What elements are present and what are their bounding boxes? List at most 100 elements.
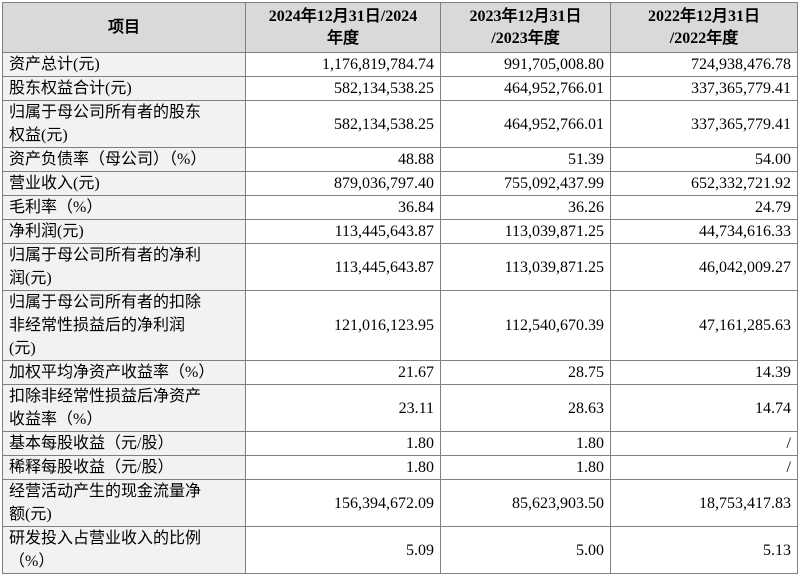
label-text: (元) [9, 340, 36, 357]
value-cell: 112,540,670.39 [440, 290, 611, 361]
label-text: 净利润(元) [9, 223, 84, 240]
row-label: 扣除非经常性损益后净资产 收益率（%） [2, 384, 246, 432]
value-cell: 24.79 [610, 195, 798, 220]
label-text: 归属于母公司所有者的扣除 [9, 294, 202, 311]
value-cell: 48.88 [245, 147, 441, 172]
header-cell: 2023年12月31日/2023年度 [440, 2, 611, 53]
data-row: 净利润(元) 113,445,643.87 113,039,871.25 44,734… [2, 219, 798, 244]
value-cell: / [610, 431, 798, 456]
row-label: 研发投入占营业收入的比例 （%） [2, 526, 246, 574]
header-text: /2022年度 [669, 29, 739, 47]
value-cell: 5.00 [440, 526, 611, 574]
data-row: 扣除非经常性损益后净资产 收益率（%） 23.11 28.63 14.74 [2, 384, 798, 432]
row-label: 营业收入(元) [2, 171, 246, 196]
value-cell: 14.39 [610, 360, 798, 385]
data-row: 研发投入占营业收入的比例 （%） 5.09 5.00 5.13 [2, 526, 798, 574]
data-row: 归属于母公司所有者的净利 润(元) 113,445,643.87 113,039,87… [2, 243, 798, 291]
row-label: 稀释每股收益（元/股） [2, 455, 246, 480]
value-cell: 991,705,008.80 [440, 52, 611, 77]
data-row: 稀释每股收益（元/股） 1.80 1.80/ [2, 455, 798, 480]
header-text: /2023年度 [491, 29, 560, 47]
label-text: 归属于母公司所有者的净利 [9, 247, 202, 264]
value-cell: 755,092,437.99 [440, 171, 611, 196]
label-text: 扣除非经常性损益后净资产 [9, 388, 202, 405]
data-row: 营业收入(元) 879,036,797.40 755,092,437.99 652,3… [2, 171, 798, 196]
value-cell: 582,134,538.25 [245, 76, 441, 101]
value-cell: 1.80 [440, 455, 611, 480]
value-cell: 21.67 [245, 360, 441, 385]
label-text: 毛利率（%） [9, 199, 103, 216]
row-label: 毛利率（%） [2, 195, 246, 220]
label-text: 润(元) [9, 270, 52, 287]
row-label: 经营活动产生的现金流量净 额(元) [2, 479, 246, 527]
header-cell: 2024年12月31日/2024 年度 [245, 2, 441, 53]
value-cell: 54.00 [610, 147, 798, 172]
value-cell: 51.39 [440, 147, 611, 172]
label-text: 资产负债率（母公司）（%） [9, 151, 207, 168]
value-cell: 337,365,779.41 [610, 100, 798, 148]
table-body: 资产总计(元) 1,176,819,784.74 991,705,008.80 724… [2, 52, 798, 574]
value-cell: 724,938,476.78 [610, 52, 798, 77]
header-text: 2022年12月31日 [647, 7, 760, 25]
header-cell: 2022年12月31日/2022年度 [610, 2, 798, 53]
value-cell: 36.84 [245, 195, 441, 220]
row-label: 基本每股收益（元/股） [2, 431, 246, 456]
label-text: 经营活动产生的现金流量净 [9, 483, 202, 500]
value-cell: 113,039,871.25 [440, 219, 611, 244]
value-cell: 113,039,871.25 [440, 243, 611, 291]
data-row: 加权平均净资产收益率（%） 21.67 28.75 14.39 [2, 360, 798, 385]
data-row: 归属于母公司所有者的股东 权益(元) 582,134,538.25 464,952,7… [2, 100, 798, 148]
value-cell: 5.09 [245, 526, 441, 574]
label-text: 归属于母公司所有者的股东 [9, 104, 202, 121]
value-cell: 652,332,721.92 [610, 171, 798, 196]
row-label: 净利润(元) [2, 219, 246, 244]
data-row: 毛利率（%） 36.84 36.26 24.79 [2, 195, 798, 220]
row-label: 资产总计(元) [2, 52, 246, 77]
data-row: 归属于母公司所有者的扣除 非经常性损益后的净利润 (元) 121,016,123.95… [2, 290, 798, 361]
value-cell: 1.80 [440, 431, 611, 456]
data-row: 经营活动产生的现金流量净 额(元) 156,394,672.09 85,623,903… [2, 479, 798, 527]
value-cell: 582,134,538.25 [245, 100, 441, 148]
value-cell: 121,016,123.95 [245, 290, 441, 361]
label-text: 非经常性损益后的净利润 [9, 317, 186, 334]
data-row: 股东权益合计(元) 582,134,538.25 464,952,766.01 337… [2, 76, 798, 101]
value-cell: 1.80 [245, 455, 441, 480]
row-label: 资产负债率（母公司）（%） [2, 147, 246, 172]
value-cell: 5.13 [610, 526, 798, 574]
label-text: 收益率（%） [9, 411, 103, 428]
header-text: 年度 [326, 29, 359, 47]
row-label: 归属于母公司所有者的股东 权益(元) [2, 100, 246, 148]
data-row: 基本每股收益（元/股） 1.80 1.80/ [2, 431, 798, 456]
value-cell: 23.11 [245, 384, 441, 432]
value-cell: 879,036,797.40 [245, 171, 441, 196]
value-cell: 18,753,417.83 [610, 479, 798, 527]
value-cell: 28.63 [440, 384, 611, 432]
label-text: 基本每股收益（元/股） [9, 435, 174, 452]
value-cell: 44,734,616.33 [610, 219, 798, 244]
header-text: 项目 [107, 18, 140, 36]
data-row: 资产总计(元) 1,176,819,784.74 991,705,008.80 724… [2, 52, 798, 77]
value-cell: 464,952,766.01 [440, 100, 611, 148]
label-text: 权益(元) [9, 127, 68, 144]
row-label: 归属于母公司所有者的净利 润(元) [2, 243, 246, 291]
label-text: 资产总计(元) [9, 56, 100, 73]
label-text: 稀释每股收益（元/股） [9, 459, 174, 476]
value-cell: 85,623,903.50 [440, 479, 611, 527]
value-cell: 28.75 [440, 360, 611, 385]
row-label: 股东权益合计(元) [2, 76, 246, 101]
value-cell: / [610, 455, 798, 480]
label-text: （%） [9, 553, 55, 570]
label-text: 股东权益合计(元) [9, 80, 132, 97]
row-label: 归属于母公司所有者的扣除 非经常性损益后的净利润 (元) [2, 290, 246, 361]
value-cell: 47,161,285.63 [610, 290, 798, 361]
value-cell: 464,952,766.01 [440, 76, 611, 101]
value-cell: 1,176,819,784.74 [245, 52, 441, 77]
label-text: 营业收入(元) [9, 175, 100, 192]
label-text: 加权平均净资产收益率（%） [9, 364, 215, 381]
row-label: 加权平均净资产收益率（%） [2, 360, 246, 385]
data-row: 资产负债率（母公司）（%） 48.88 51.39 54.00 [2, 147, 798, 172]
header-cell: 项目 [2, 2, 246, 53]
header-text: 2023年12月31日 [469, 7, 582, 25]
